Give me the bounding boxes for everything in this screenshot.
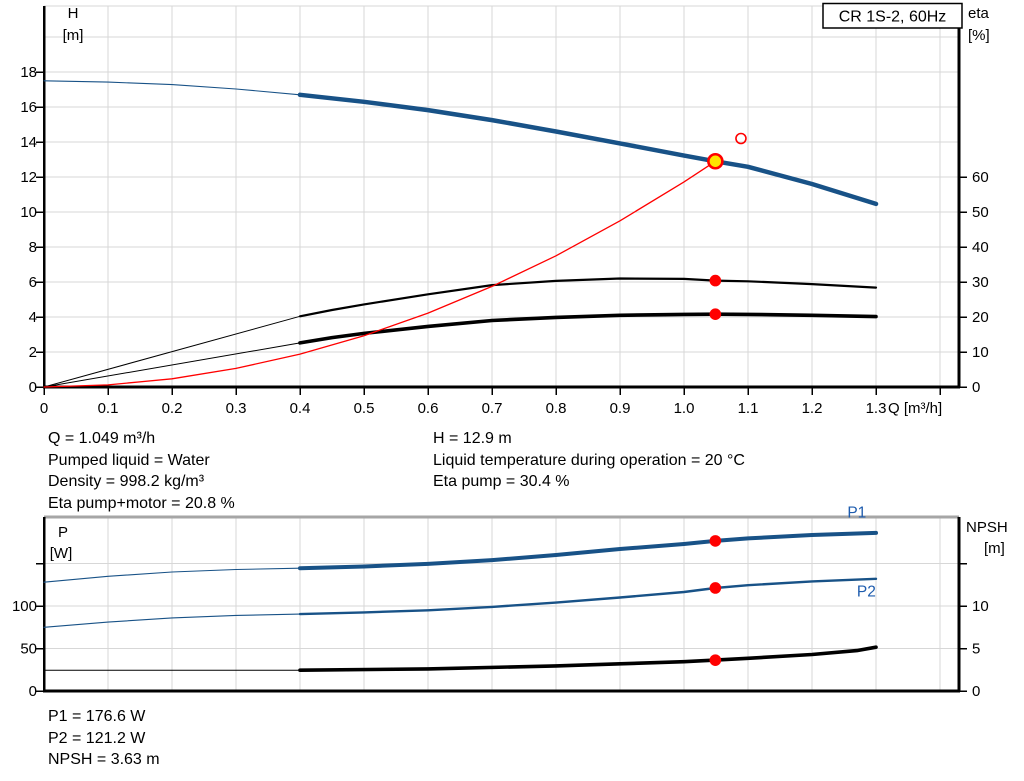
y-left-tick-label: 0 [29, 379, 37, 396]
x-tick-label: 0.7 [482, 400, 503, 417]
info-eta-pump: Eta pump = 30.4 % [433, 473, 570, 491]
eta-pump-motor-curve [298, 312, 878, 345]
p2-duty-marker[interactable] [709, 582, 722, 594]
eta-pump-duty-marker[interactable] [709, 274, 722, 287]
info-npsh: NPSH = 3.63 m [48, 751, 160, 769]
info-head: H = 12.9 m [433, 430, 512, 447]
p1-curve-label: P1 [847, 505, 866, 522]
y-left-tick-label: 8 [29, 239, 37, 256]
x-tick-label: 0.2 [162, 400, 183, 417]
eta-axis-unit: [%] [968, 27, 990, 44]
x-tick-label: 0.1 [98, 400, 119, 417]
pump-type-box [822, 2, 963, 29]
power-npsh-chart: 0 50 100 0 5 10 P1 P2 P [W] NPSH [m] [12, 505, 1008, 700]
y-right-tick-label: 0 [972, 683, 980, 700]
x-tick-label: 0.5 [354, 400, 375, 417]
x-tick-label: 1.3 [866, 400, 887, 417]
x-tick-label: 0 [40, 400, 48, 417]
eta-pump-curve-thin [43, 315, 301, 388]
duty-point-marker[interactable] [707, 152, 724, 170]
eta-pump-curve [298, 277, 878, 318]
head-curve-thin [43, 80, 301, 96]
npsh-axis-label: NPSH [966, 519, 1008, 536]
y-right-tick-label: 0 [972, 379, 980, 396]
info-p2: P2 = 121.2 W [48, 729, 146, 747]
y-left-tick-label: 2 [29, 344, 37, 361]
p1-curve [298, 530, 878, 571]
eta-pump-motor-curve-thin [43, 342, 301, 388]
head-curve [297, 92, 879, 207]
y-left-tick-label: 10 [20, 204, 37, 221]
y-right-tick-label: 5 [972, 641, 980, 658]
info-density: Density = 998.2 kg/m³ [48, 473, 205, 491]
npsh-axis-unit: [m] [984, 540, 1005, 557]
p2-curve [298, 577, 878, 616]
x-tick-label: 1.0 [674, 400, 695, 417]
x-tick-label: 0.6 [418, 400, 439, 417]
q-axis-label: Q [m³/h] [888, 400, 942, 417]
y-left-tick-label: 0 [29, 683, 37, 700]
y-left-tick-label: 50 [20, 641, 37, 658]
duty-info-column-1: Q = 1.049 m³/h Pumped liquid = Water Den… [48, 428, 235, 515]
pump-type-title: CR 1S-2, 60Hz [839, 9, 947, 26]
x-tick-label: 0.4 [290, 400, 311, 417]
p-axis-unit: [W] [50, 545, 73, 562]
npsh-duty-marker[interactable] [709, 654, 722, 666]
h-axis-label: H [68, 5, 79, 22]
p2-curve-label: P2 [857, 584, 876, 601]
y-right-tick-label: 40 [972, 239, 989, 256]
y-left-tick-label: 100 [12, 598, 37, 615]
qh-eta-chart: 0 0.1 0.2 0.3 0.4 0.5 0.6 0.7 0.8 0.9 1.0 1.1 1.2 1.3… [20, 2, 990, 417]
power-info-column: P1 = 176.6 W P2 = 121.2 W NPSH = 3.63 m [48, 706, 160, 771]
y-right-tick-label: 20 [972, 309, 989, 326]
p-axis-label: P [58, 524, 68, 541]
y-left-tick-label: 18 [20, 64, 37, 81]
duty-info-column-2: H = 12.9 m Liquid temperature during ope… [433, 428, 745, 493]
y-right-tick-label: 10 [972, 344, 989, 361]
x-tick-label: 0.3 [226, 400, 247, 417]
y-left-tick-label: 4 [29, 309, 37, 326]
system-curve [43, 160, 717, 388]
x-tick-label: 0.8 [546, 400, 567, 417]
y-right-tick-label: 60 [972, 169, 989, 186]
eta-pump-motor-duty-marker[interactable] [709, 308, 722, 321]
h-axis-unit: [m] [63, 27, 84, 44]
eta-axis-label: eta [968, 5, 990, 22]
p1-curve-thin [43, 567, 301, 583]
info-liquid-temp: Liquid temperature during operation = 20… [433, 451, 745, 469]
p1-duty-marker[interactable] [709, 535, 722, 547]
info-flow: Q = 1.049 m³/h [48, 430, 156, 447]
y-right-tick-label: 50 [972, 204, 989, 221]
x-tick-label: 1.1 [738, 400, 759, 417]
npsh-curve [298, 645, 878, 673]
y-right-tick-label: 10 [972, 598, 989, 615]
requested-duty-marker[interactable] [735, 132, 747, 145]
y-left-tick-label: 14 [20, 134, 37, 151]
y-left-tick-label: 6 [29, 274, 37, 291]
p2-curve-thin [43, 613, 301, 628]
y-left-tick-label: 16 [20, 99, 37, 116]
x-tick-label: 0.9 [610, 400, 631, 417]
x-tick-label: 1.2 [802, 400, 823, 417]
info-p1: P1 = 176.6 W [48, 708, 146, 725]
info-eta-pump-motor: Eta pump+motor = 20.8 % [48, 495, 235, 513]
y-left-tick-label: 12 [20, 169, 37, 186]
y-right-tick-label: 30 [972, 274, 989, 291]
info-pumped-liquid: Pumped liquid = Water [48, 451, 210, 469]
